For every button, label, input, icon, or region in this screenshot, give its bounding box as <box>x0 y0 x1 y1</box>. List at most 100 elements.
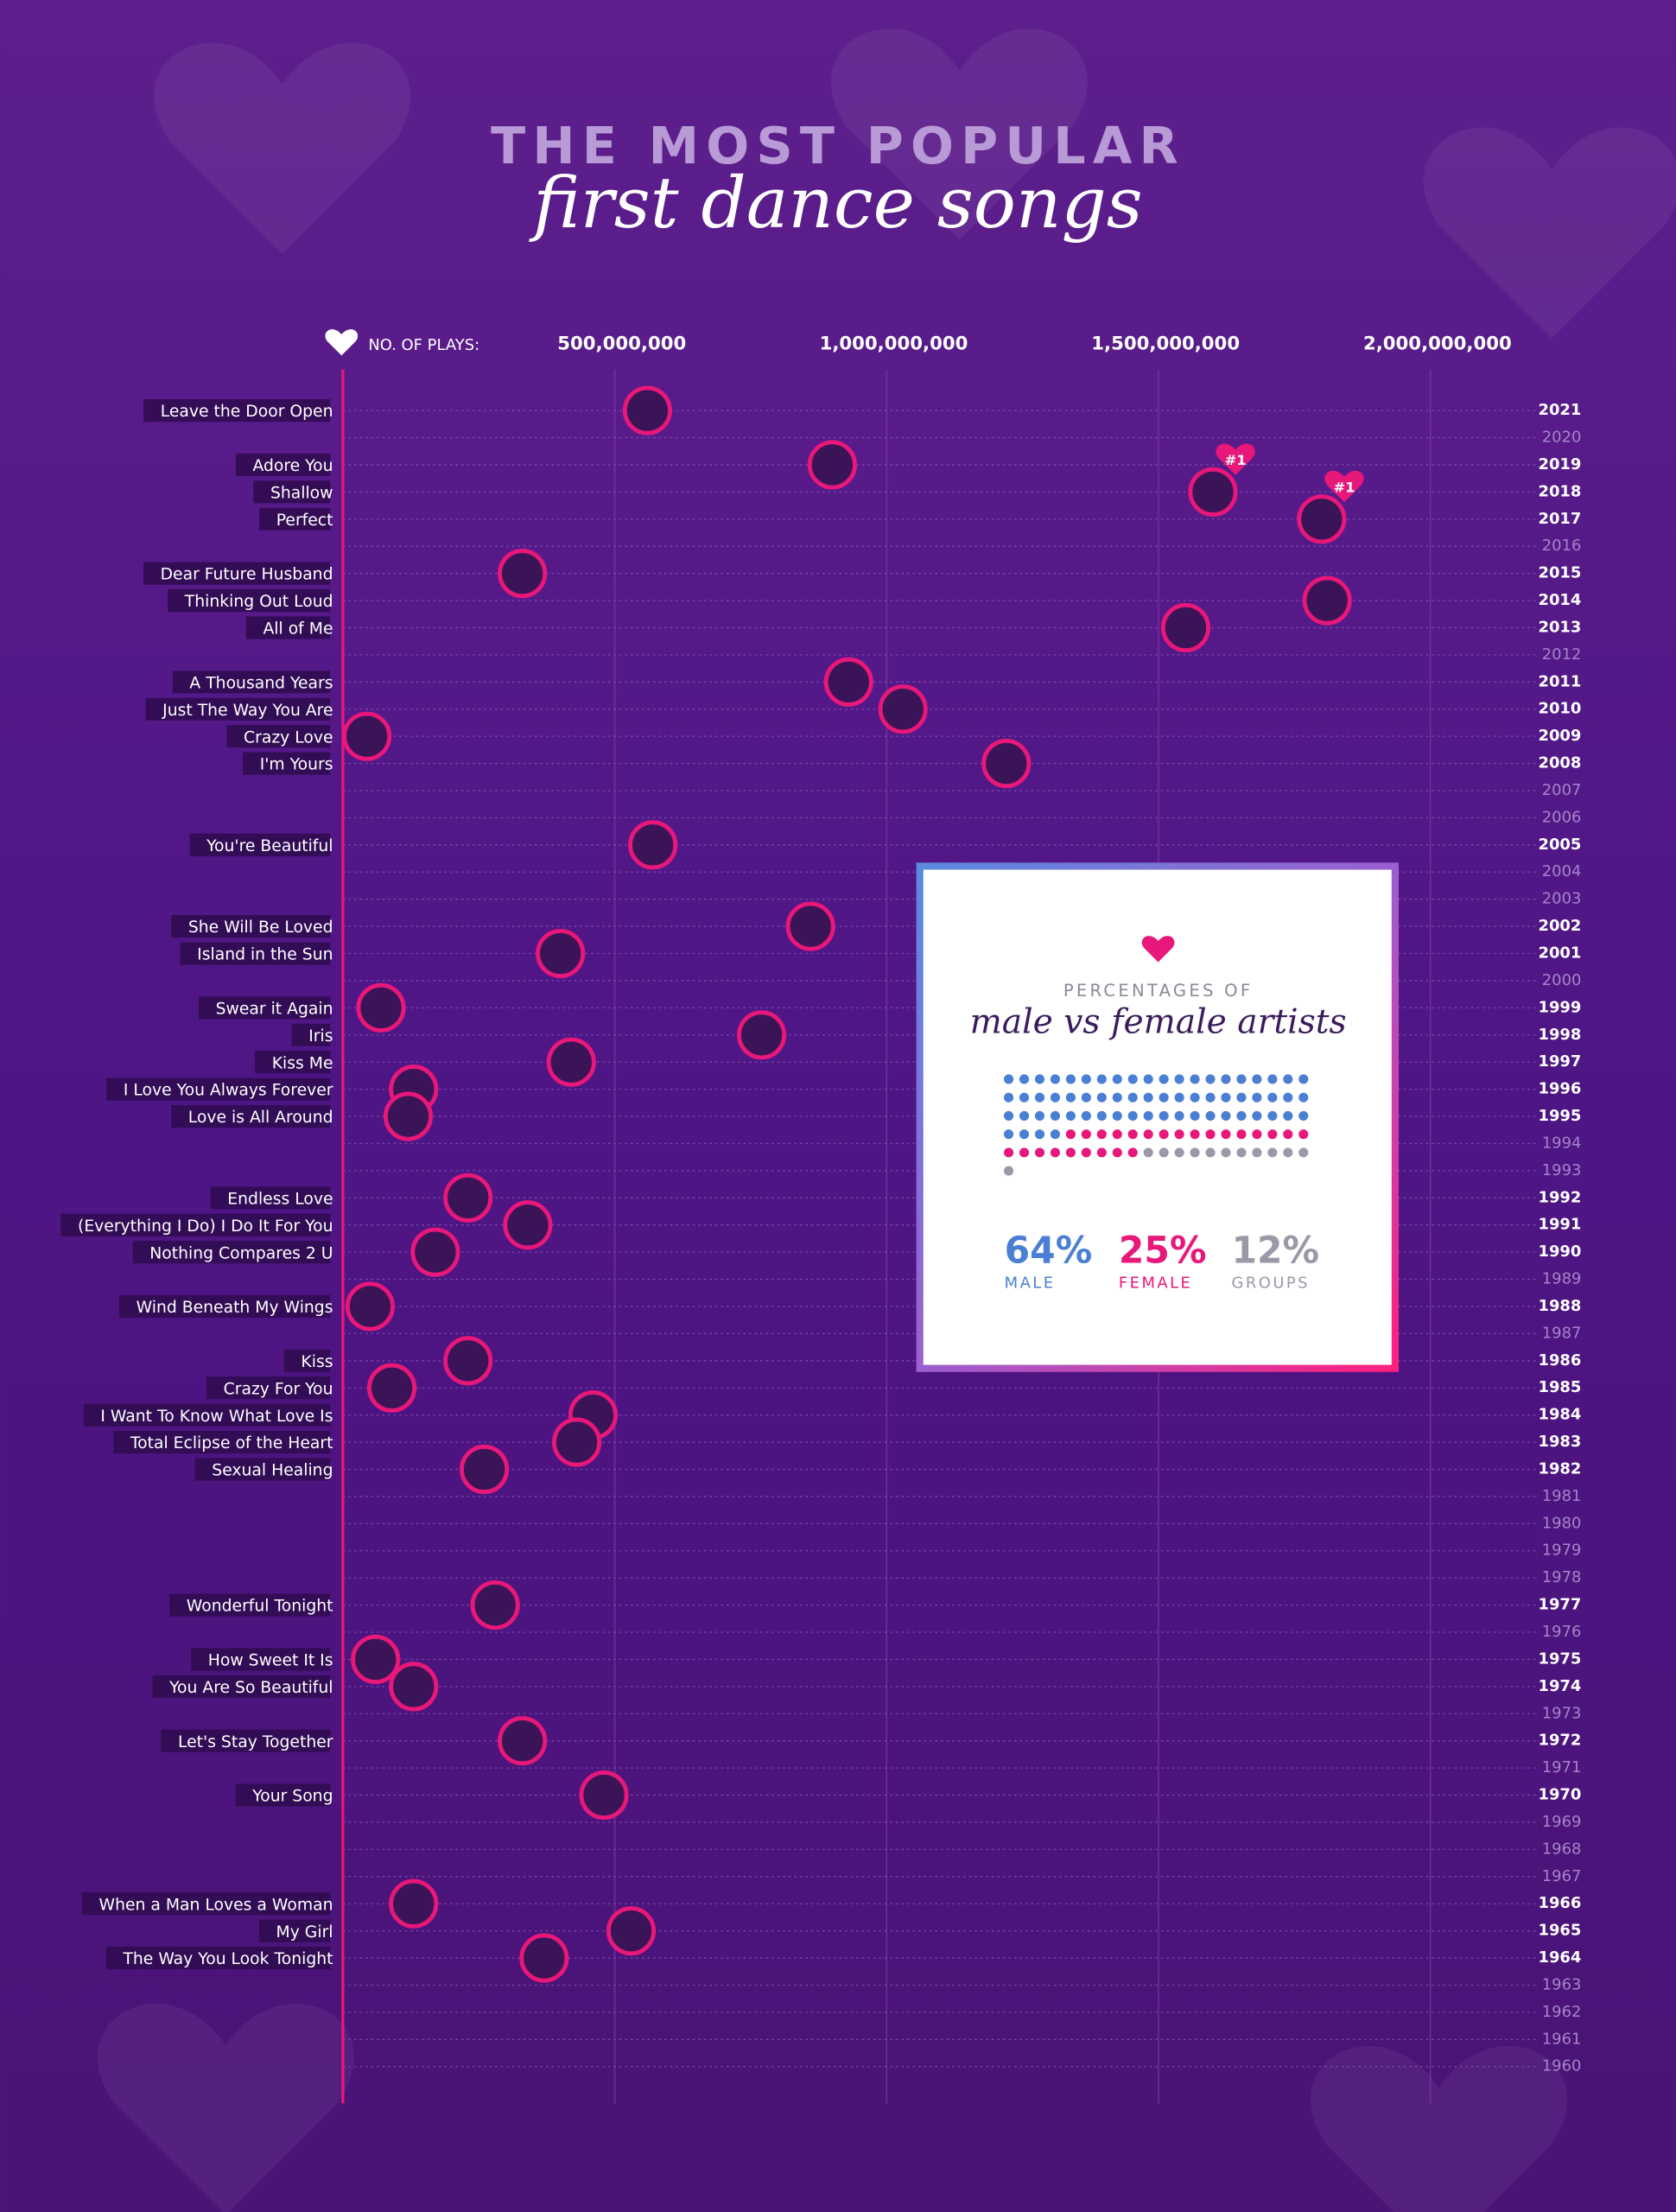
x-tick-label: 2,000,000,000 <box>1363 333 1512 354</box>
song-label-bg <box>253 480 331 504</box>
song-label: Wind Beneath My Wings <box>136 1299 333 1317</box>
waffle-dot <box>1252 1129 1262 1140</box>
song-label: Crazy For You <box>224 1380 333 1398</box>
waffle-dot <box>1112 1092 1122 1103</box>
waffle-dot <box>1081 1147 1091 1158</box>
year-label: 2017 <box>1538 510 1581 528</box>
song-label: Crazy Love <box>244 728 333 747</box>
song-label-bg <box>105 1947 331 1970</box>
year-label: 1985 <box>1538 1378 1581 1396</box>
year-label: 2007 <box>1542 781 1582 799</box>
song-label: I Love You Always Forever <box>124 1082 333 1100</box>
song-label-bg <box>245 616 331 639</box>
song-label-bg <box>60 1213 331 1236</box>
year-label: 1980 <box>1542 1514 1582 1532</box>
waffle-dot <box>1112 1129 1122 1140</box>
song-label-bg <box>119 1294 331 1319</box>
year-label: 2019 <box>1538 455 1581 474</box>
lollipop-head <box>1302 575 1352 626</box>
song-label: Swear it Again <box>216 1000 333 1018</box>
waffle-dot <box>1190 1092 1200 1103</box>
song-label-bg <box>161 1729 331 1752</box>
year-label: 1962 <box>1542 2003 1582 2021</box>
waffle-dot <box>1236 1092 1247 1103</box>
song-label: You're Beautiful <box>206 837 333 855</box>
waffle-dot <box>1221 1074 1231 1084</box>
waffle-dot <box>1159 1129 1169 1140</box>
song-label: The Way You Look Tonight <box>122 1950 333 1968</box>
lollipop-head <box>443 1336 493 1386</box>
year-label: 1983 <box>1538 1433 1581 1451</box>
year-label: 2021 <box>1538 401 1581 419</box>
year-label: 1999 <box>1538 998 1581 1016</box>
waffle-dot <box>1127 1092 1138 1103</box>
waffle-dot <box>1252 1110 1262 1121</box>
stat-label: GROUPS <box>1232 1274 1311 1293</box>
year-label: 1984 <box>1538 1406 1581 1424</box>
song-label: Love is All Around <box>188 1109 333 1127</box>
waffle-dot <box>1034 1147 1045 1158</box>
song-label: Leave the Door Open <box>161 403 333 421</box>
song-label-bg <box>143 562 331 585</box>
song-label-bg <box>83 1403 331 1427</box>
year-label: 2018 <box>1538 482 1581 500</box>
song-label: Shallow <box>270 484 333 502</box>
waffle-dot <box>1065 1147 1076 1158</box>
waffle-dot <box>1112 1147 1122 1158</box>
lollipop-head <box>498 1716 548 1766</box>
lollipop-head <box>345 1281 395 1332</box>
year-label: 2020 <box>1542 429 1582 447</box>
lollipop-head <box>606 1906 657 1956</box>
song-label: Adore You <box>252 457 333 475</box>
waffle-dot <box>1143 1147 1153 1158</box>
song-label: Let's Stay Together <box>178 1733 333 1751</box>
song-label-bg <box>199 996 331 1020</box>
song-label: How Sweet It Is <box>208 1652 333 1670</box>
waffle-dot <box>1143 1092 1153 1103</box>
stat-label: MALE <box>1005 1274 1056 1293</box>
song-label: Island in the Sun <box>197 946 333 964</box>
waffle-dot <box>1112 1074 1122 1084</box>
song-label: Thinking Out Loud <box>184 593 333 611</box>
waffle-dot <box>1159 1092 1169 1103</box>
year-label: 1972 <box>1538 1732 1581 1750</box>
song-label: A Thousand Years <box>189 674 333 692</box>
year-label: 1998 <box>1538 1026 1581 1044</box>
song-label-bg <box>291 1023 331 1046</box>
waffle-dot <box>1298 1110 1309 1121</box>
year-label: 1960 <box>1542 2057 1582 2075</box>
waffle-dot <box>1065 1092 1076 1103</box>
marks: #1 #1 <box>342 385 1364 1983</box>
year-label: 2011 <box>1538 672 1581 690</box>
song-label-bg <box>152 1675 331 1698</box>
song-label: Total Eclipse of the Heart <box>130 1434 333 1452</box>
waffle-dot <box>1143 1074 1153 1084</box>
year-label: 1969 <box>1542 1813 1582 1831</box>
year-label: 1964 <box>1538 1948 1581 1967</box>
inset-title: PERCENTAGES OF <box>1063 981 1254 1001</box>
waffle-dot <box>1252 1147 1262 1158</box>
song-label-bg <box>235 453 331 477</box>
lollipop-head <box>785 901 835 951</box>
year-label: 1992 <box>1538 1188 1581 1206</box>
song-label-bg <box>210 1186 331 1210</box>
badge-heart <box>1324 470 1364 503</box>
lollipop-head <box>410 1227 460 1277</box>
year-label: 2008 <box>1538 754 1581 772</box>
lollipop-head <box>460 1444 510 1495</box>
song-label-bg <box>191 1648 331 1671</box>
waffle-dot <box>1065 1110 1076 1121</box>
waffle-dot <box>1174 1147 1184 1158</box>
song-label-bg <box>106 1077 331 1101</box>
stat-value: 25% <box>1119 1230 1207 1272</box>
year-label: 2013 <box>1538 618 1581 636</box>
waffle-dot <box>1267 1110 1278 1121</box>
year-label: 1977 <box>1538 1596 1581 1614</box>
song-label-bg <box>113 1431 331 1454</box>
x-tick-label: 500,000,000 <box>557 333 686 354</box>
song-label-bg <box>143 399 331 423</box>
lollipop-head <box>351 1634 401 1685</box>
waffle-dot <box>1190 1110 1200 1121</box>
year-label: 2000 <box>1542 971 1582 989</box>
